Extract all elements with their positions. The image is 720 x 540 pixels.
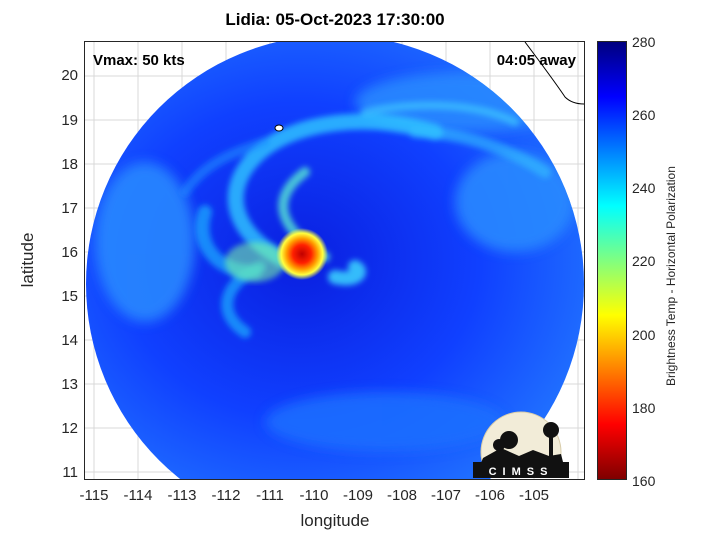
y-tick-label: 20 bbox=[61, 67, 78, 84]
x-tick-label: -107 bbox=[430, 487, 462, 504]
y-tick-label: 18 bbox=[61, 156, 78, 173]
logo-text: CIMSS bbox=[489, 466, 554, 478]
x-tick-label: -108 bbox=[386, 487, 418, 504]
colorbar-tick: 260 bbox=[632, 107, 656, 123]
colorbar-tick: 200 bbox=[632, 327, 656, 343]
figure-title: Lidia: 05-Oct-2023 17:30:00 bbox=[225, 10, 445, 29]
time-away-label: 04:05 away bbox=[496, 52, 576, 69]
x-tick-label: -113 bbox=[167, 487, 197, 504]
colorbar-label: Brightness Temp - Horizontal Polarizatio… bbox=[664, 166, 678, 386]
y-tick-label: 11 bbox=[62, 464, 78, 481]
colorbar bbox=[597, 41, 627, 480]
y-axis-label-text: latitude bbox=[18, 232, 37, 288]
x-tick-label: -106 bbox=[474, 487, 506, 504]
y-axis-label: latitude bbox=[18, 205, 38, 288]
coastline bbox=[524, 42, 584, 105]
colorbar-tick: 160 bbox=[632, 473, 656, 489]
swath-data bbox=[86, 42, 584, 479]
colorbar-tick: 180 bbox=[632, 400, 656, 416]
colorbar-tick: 220 bbox=[632, 253, 656, 269]
y-tick-label: 16 bbox=[61, 244, 78, 261]
colorbar-tick: 280 bbox=[632, 34, 656, 50]
island bbox=[274, 124, 284, 132]
x-tick-label: -109 bbox=[342, 487, 374, 504]
y-tick-label: 12 bbox=[61, 420, 78, 437]
y-tick-label: 19 bbox=[61, 112, 78, 129]
microwave-image bbox=[85, 42, 584, 479]
x-tick-label: -105 bbox=[518, 487, 550, 504]
map-axes bbox=[84, 41, 585, 480]
y-tick-label: 14 bbox=[61, 332, 78, 349]
vmax-label: Vmax: 50 kts bbox=[93, 52, 185, 69]
x-tick-label: -114 bbox=[123, 487, 153, 504]
storm-core bbox=[276, 228, 328, 280]
x-tick-label: -111 bbox=[256, 487, 284, 504]
x-tick-label: -115 bbox=[79, 487, 109, 504]
cimss-logo: CIMSS bbox=[473, 411, 569, 478]
x-tick-label: -112 bbox=[211, 487, 241, 504]
colorbar-tick: 240 bbox=[632, 180, 656, 196]
x-tick-label: -110 bbox=[299, 487, 329, 504]
y-tick-label: 17 bbox=[61, 200, 78, 217]
y-tick-label: 15 bbox=[61, 288, 78, 305]
y-tick-label: 13 bbox=[61, 376, 78, 393]
x-axis-label: longitude bbox=[300, 511, 370, 530]
